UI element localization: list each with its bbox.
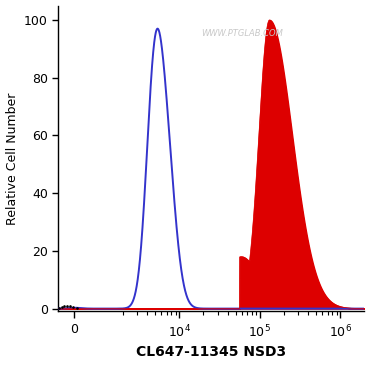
- Text: WWW.PTGLAB.COM: WWW.PTGLAB.COM: [201, 28, 283, 38]
- X-axis label: CL647-11345 NSD3: CL647-11345 NSD3: [137, 345, 286, 360]
- Y-axis label: Relative Cell Number: Relative Cell Number: [6, 92, 18, 225]
